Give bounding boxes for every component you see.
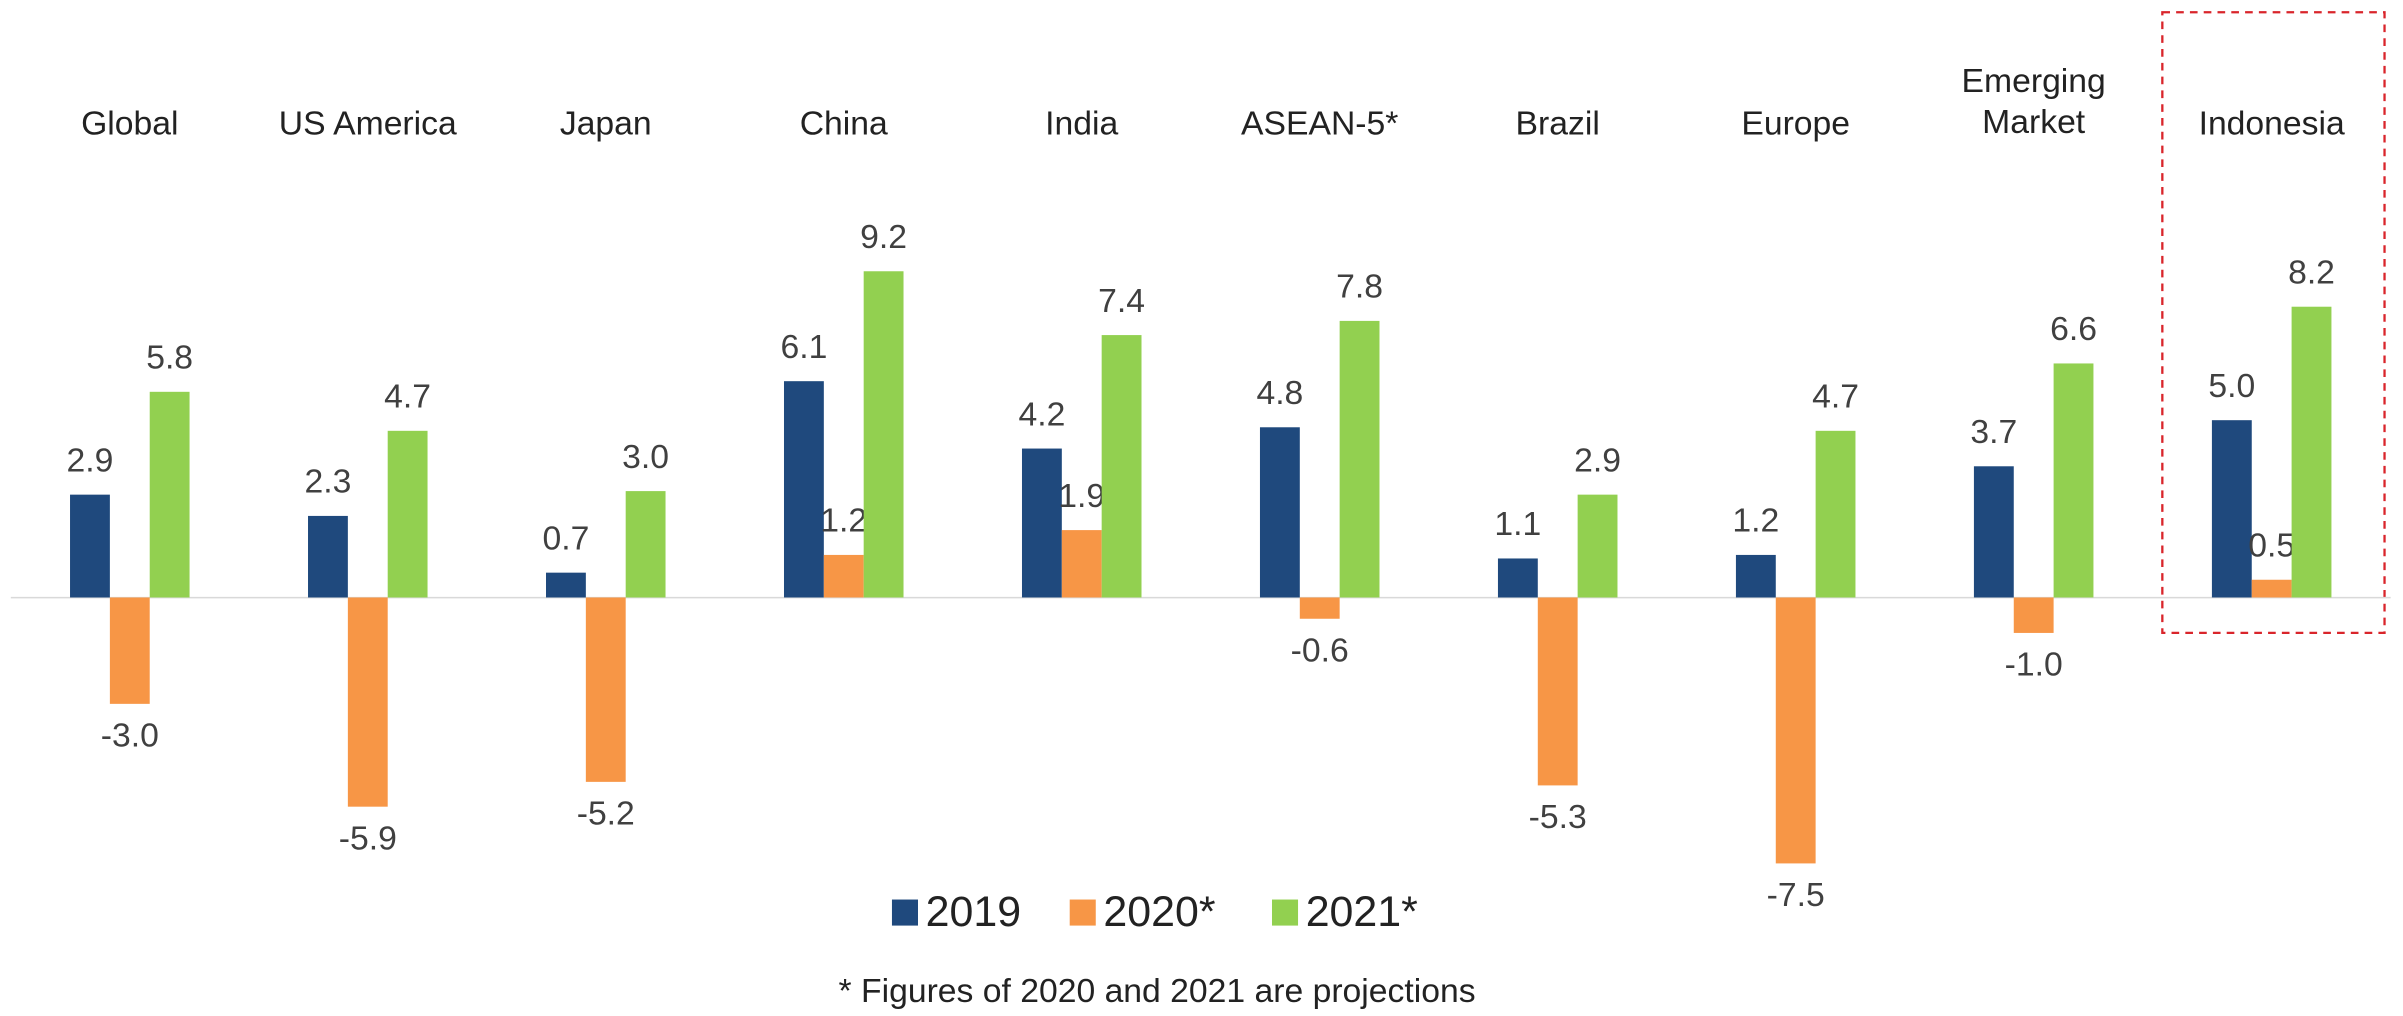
legend-label: 2021*	[1306, 888, 1418, 936]
data-label: 2.9	[67, 441, 114, 479]
legend-swatch	[891, 899, 919, 926]
bar	[1537, 597, 1578, 786]
data-label: 6.1	[780, 328, 827, 366]
x-tick-label: Japan	[560, 105, 652, 143]
data-label: 8.2	[2288, 253, 2335, 291]
data-label: 3.0	[622, 438, 669, 476]
bar	[1973, 466, 2014, 598]
data-label: 1.2	[1732, 502, 1779, 540]
bar	[1497, 558, 1538, 598]
bar	[2053, 363, 2094, 598]
bar	[1061, 530, 1102, 598]
bar	[308, 515, 348, 598]
bar	[149, 391, 190, 598]
x-tick-label: India	[1045, 105, 1118, 143]
data-label: -5.3	[1529, 798, 1587, 836]
x-tick-label: Global	[81, 105, 178, 143]
bar	[1101, 335, 1142, 598]
data-label: 1.1	[1494, 505, 1541, 543]
x-tick-label: Europe	[1741, 105, 1850, 143]
bar	[387, 430, 428, 598]
x-tick-label: Indonesia	[2199, 105, 2345, 143]
x-tick-label: Brazil	[1516, 105, 1600, 143]
bar	[1775, 597, 1816, 864]
data-label: -0.6	[1291, 631, 1349, 669]
data-label: 4.7	[384, 378, 431, 416]
data-label: 9.2	[860, 218, 907, 256]
bar	[625, 491, 666, 598]
legend-label: 2019	[926, 888, 1021, 936]
x-tick-label: ASEAN-5*	[1241, 105, 1398, 143]
bar	[1815, 430, 1856, 598]
data-label: 4.8	[1256, 374, 1303, 412]
bar	[2013, 597, 2054, 633]
data-label: 1.9	[1058, 477, 1105, 515]
data-label: 0.7	[542, 519, 589, 557]
data-label: -7.5	[1767, 876, 1825, 914]
bar	[546, 572, 586, 598]
bar	[863, 271, 904, 598]
bar	[109, 597, 150, 704]
data-label: 2.9	[1574, 441, 1621, 479]
bar	[1299, 597, 1340, 619]
bar	[70, 494, 110, 598]
x-tick-label: Emerging Market	[1962, 62, 2106, 141]
bar	[1577, 494, 1618, 598]
x-tick-label: US America	[279, 105, 457, 143]
data-label: -5.2	[577, 794, 635, 832]
bar	[2251, 579, 2292, 598]
footnote: * Figures of 2020 and 2021 are projectio…	[839, 972, 1476, 1010]
data-label: 2.3	[305, 463, 352, 501]
legend-swatch	[1271, 899, 1299, 926]
bar	[2211, 420, 2252, 598]
x-tick-label-line: Market	[1982, 103, 2086, 141]
highlight-box	[2161, 11, 2386, 635]
data-label: -3.0	[101, 716, 159, 754]
bar	[585, 597, 626, 782]
bar	[783, 381, 824, 598]
data-label: 4.7	[1812, 378, 1859, 416]
data-label: 5.0	[2208, 367, 2255, 405]
bar	[2291, 306, 2332, 598]
x-tick-label: China	[800, 105, 888, 143]
legend-label: 2020*	[1103, 888, 1215, 936]
legend-swatch	[1069, 899, 1096, 926]
bar	[347, 597, 388, 807]
bar	[823, 554, 864, 598]
data-label: 5.8	[146, 339, 193, 377]
data-label: 0.5	[2248, 526, 2295, 564]
bar	[1735, 554, 1776, 598]
data-label: 1.2	[820, 502, 867, 540]
x-tick-label-line: Emerging	[1962, 62, 2106, 100]
bar	[1259, 427, 1300, 598]
data-label: 3.7	[1970, 413, 2017, 451]
data-label: 4.2	[1018, 395, 1065, 433]
data-label: 6.6	[2050, 310, 2097, 348]
bar	[1339, 320, 1380, 598]
data-label: -5.9	[339, 819, 397, 857]
data-label: -1.0	[2005, 646, 2063, 684]
bar	[1021, 448, 1062, 598]
data-label: 7.8	[1336, 268, 1383, 306]
data-label: 7.4	[1098, 282, 1145, 320]
